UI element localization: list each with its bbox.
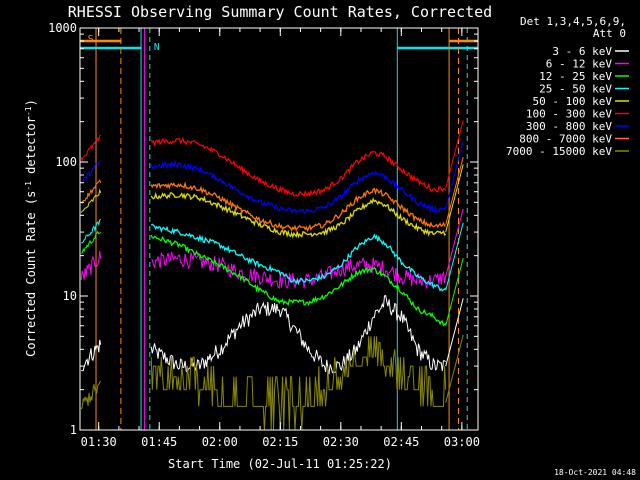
footer-timestamp: 18-Oct-2021 04:48 (554, 468, 636, 477)
series-line-segment (445, 298, 464, 367)
series-line-segment (445, 208, 464, 277)
y-tick-label: 10 (63, 289, 77, 303)
series-line (151, 251, 447, 290)
legend-entry-label: 300 - 800 keV (526, 120, 612, 133)
series-line-segment (80, 188, 102, 213)
chart-title: RHESSI Observing Summary Count Rates, Co… (68, 3, 492, 21)
series-line (150, 294, 447, 375)
night-marker-label: N (154, 42, 160, 53)
series-100-300kev (80, 120, 464, 198)
y-axis-label: Corrected Count Rate (s-1 detector-1) (24, 99, 39, 357)
x-tick-label: 02:00 (202, 435, 238, 449)
x-tick-label: 01:45 (141, 435, 177, 449)
series-line-segment (80, 134, 101, 163)
series-line-segment (80, 380, 102, 410)
x-axis-label: Start Time (02-Jul-11 01:25:22) (168, 457, 392, 471)
legend-entry-label: 100 - 300 keV (526, 108, 612, 121)
series-line (150, 223, 447, 292)
legend-entry-label: 7000 - 15000 keV (506, 145, 612, 158)
x-tick-label: 01:30 (81, 435, 117, 449)
series-lines (80, 120, 464, 431)
series-line (150, 234, 447, 327)
series-line-segment (81, 339, 102, 372)
series-line-segment (80, 160, 102, 184)
legend-header: Att 0 (593, 27, 626, 40)
series-line (150, 181, 446, 233)
series-line-segment (81, 218, 101, 244)
series-50-100kev (80, 164, 464, 239)
legend-header: Det 1,3,4,5,6,9, (520, 15, 626, 28)
x-tick-label: 03:00 (444, 435, 480, 449)
legend-entry-label: 6 - 12 keV (546, 58, 613, 71)
series-line (150, 136, 447, 198)
legend-entry-label: 3 - 6 keV (552, 45, 612, 58)
plot-border (79, 27, 479, 431)
time-markers: SN (80, 28, 478, 430)
series-line-segment (445, 164, 464, 233)
series-line-segment (445, 156, 464, 225)
series-12-25kev (80, 230, 464, 327)
series-3-6kev (81, 294, 464, 375)
series-line (150, 191, 447, 239)
series-line-segment (445, 222, 464, 291)
series-7000-15000kev (80, 334, 464, 431)
series-line-segment (81, 179, 102, 204)
x-tick-label: 02:15 (262, 435, 298, 449)
y-tick-label: 1 (70, 423, 77, 437)
y-tick-label: 1000 (48, 21, 77, 35)
series-800-7000kev (81, 156, 464, 233)
x-tick-label: 02:45 (383, 435, 419, 449)
legend-entry-label: 800 - 7000 keV (519, 133, 612, 146)
legend-entry-label: 25 - 50 keV (539, 83, 612, 96)
plot-frame: 01:30 01:45 02:00 02:15 02:30 02:45 03:00 1 10 10… (48, 21, 480, 449)
saa-marker-label: S (88, 34, 94, 45)
y-tick-label: 100 (55, 155, 77, 169)
series-line-segment (445, 140, 464, 209)
series-line (150, 160, 447, 215)
series-6-12kev (80, 208, 464, 290)
series-line (150, 336, 447, 431)
series-300-800kev (80, 140, 464, 215)
series-line-segment (445, 120, 464, 189)
series-line-segment (445, 334, 464, 403)
series-25-50kev (81, 218, 464, 292)
x-tick-label: 02:30 (323, 435, 359, 449)
series-line-segment (80, 250, 102, 280)
series-line-segment (80, 230, 102, 254)
legend-entry-label: 12 - 25 keV (539, 70, 612, 83)
legend-entry-label: 50 - 100 keV (533, 95, 613, 108)
series-line-segment (445, 257, 464, 326)
